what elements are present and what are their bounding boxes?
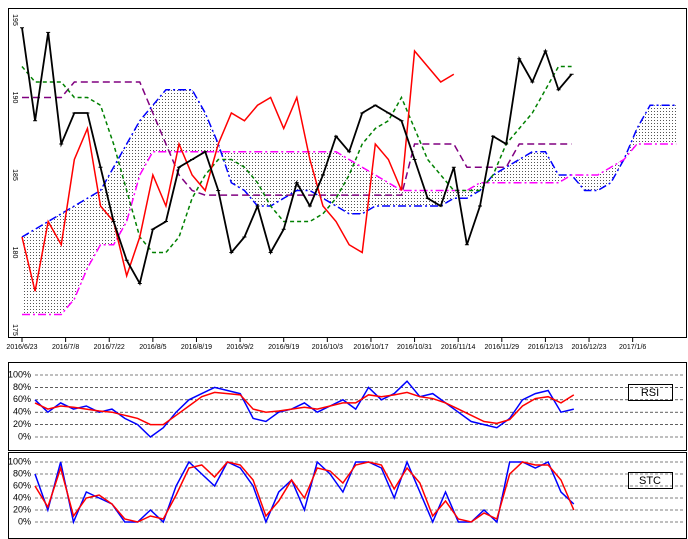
y-tick-label: 20% <box>13 419 31 429</box>
y-tick-label: 175 <box>11 324 18 336</box>
x-tick-label: 2016/11/14 <box>441 344 476 351</box>
y-tick-label: 0% <box>18 516 31 526</box>
y-tick-label: 100% <box>8 369 31 379</box>
y-tick-label: 185 <box>11 169 18 181</box>
y-tick-label: 60% <box>13 480 31 490</box>
x-tick-label: 2016/12/13 <box>528 344 563 351</box>
x-tick-label: 2016/9/19 <box>268 344 299 351</box>
cloud <box>22 89 677 315</box>
stc-frame <box>8 452 687 539</box>
x-tick-label: 2016/10/17 <box>353 344 388 351</box>
x-tick-label: 2016/12/23 <box>572 344 607 351</box>
x-tick-label: 2016/8/19 <box>181 344 212 351</box>
series-line <box>34 461 575 523</box>
rsi-label-box <box>628 384 673 401</box>
x-tick-label: 2016/7/22 <box>94 344 125 351</box>
y-tick-label: 0% <box>18 431 31 441</box>
series-line <box>21 49 455 292</box>
y-tick-label: 80% <box>13 382 31 392</box>
x-tick-label: 2017/1/6 <box>619 344 646 351</box>
x-tick-label: 2016/10/31 <box>397 344 432 351</box>
y-tick-label: 180 <box>11 247 18 259</box>
y-tick-label: 40% <box>13 407 31 417</box>
y-tick-label: 190 <box>11 92 18 104</box>
series-line <box>22 81 572 196</box>
rsi-frame <box>8 362 687 451</box>
y-tick-label: 60% <box>13 394 31 404</box>
x-tick-label: 2016/9/2 <box>226 344 253 351</box>
y-tick-label: 80% <box>13 468 31 478</box>
y-tick-label: 195 <box>11 14 18 26</box>
series-line <box>21 65 572 254</box>
y-tick-label: 20% <box>13 504 31 514</box>
stc-label: STC <box>639 475 661 487</box>
series-line <box>22 143 677 316</box>
x-tick-label: 2016/7/8 <box>52 344 79 351</box>
x-tick-label: 2016/11/29 <box>485 344 520 351</box>
series-line <box>34 391 575 426</box>
x-tick-label: 2016/6/23 <box>6 344 37 351</box>
x-tick-label: 2016/10/3 <box>312 344 343 351</box>
series-line <box>34 380 574 438</box>
series-line <box>34 459 575 525</box>
rsi-label: RSI <box>641 387 659 399</box>
y-tick-label: 100% <box>8 456 31 466</box>
stc-label-box <box>628 472 673 489</box>
x-tick-label: 2016/8/5 <box>139 344 166 351</box>
y-tick-label: 40% <box>13 492 31 502</box>
series-line <box>21 89 677 238</box>
